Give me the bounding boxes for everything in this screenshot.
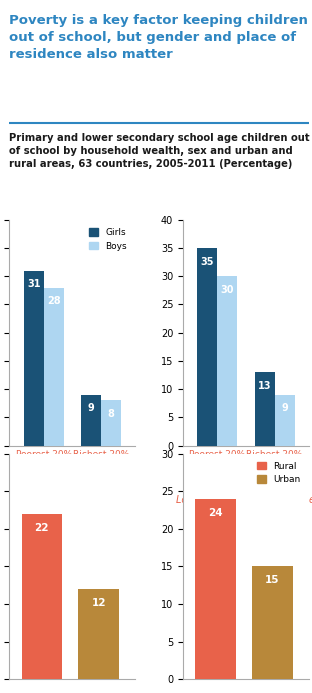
Text: 28: 28 [47, 296, 61, 306]
Text: 12: 12 [91, 598, 106, 608]
Bar [195, 499, 236, 679]
Text: Lower secondary school age: Lower secondary school age [177, 495, 312, 505]
Text: 15: 15 [265, 575, 280, 586]
Text: 13: 13 [258, 380, 271, 391]
Bar [275, 395, 295, 446]
Text: 24: 24 [208, 508, 223, 518]
Bar [22, 514, 62, 679]
Text: 9: 9 [281, 403, 288, 413]
Text: 8: 8 [107, 409, 114, 419]
Text: 22: 22 [35, 523, 49, 533]
Bar [101, 401, 121, 446]
Text: Poverty is a key factor keeping children
out of school, but gender and place of
: Poverty is a key factor keeping children… [9, 14, 308, 61]
Bar [78, 589, 119, 679]
Bar [197, 248, 217, 446]
Bar [24, 271, 44, 446]
Legend: Girls, Boys: Girls, Boys [85, 225, 131, 254]
Text: Primary and lower secondary school age children out
of school by household wealt: Primary and lower secondary school age c… [9, 134, 310, 169]
Text: 31: 31 [27, 279, 41, 289]
Bar [217, 277, 237, 446]
Text: 30: 30 [221, 285, 234, 295]
Legend: Rural, Urban: Rural, Urban [254, 458, 305, 488]
Text: 35: 35 [201, 256, 214, 267]
Text: Primary school age: Primary school age [25, 495, 119, 505]
Text: 9: 9 [87, 403, 94, 413]
Bar [44, 288, 64, 446]
Bar [255, 372, 275, 446]
Bar [252, 566, 293, 679]
Bar [81, 395, 101, 446]
